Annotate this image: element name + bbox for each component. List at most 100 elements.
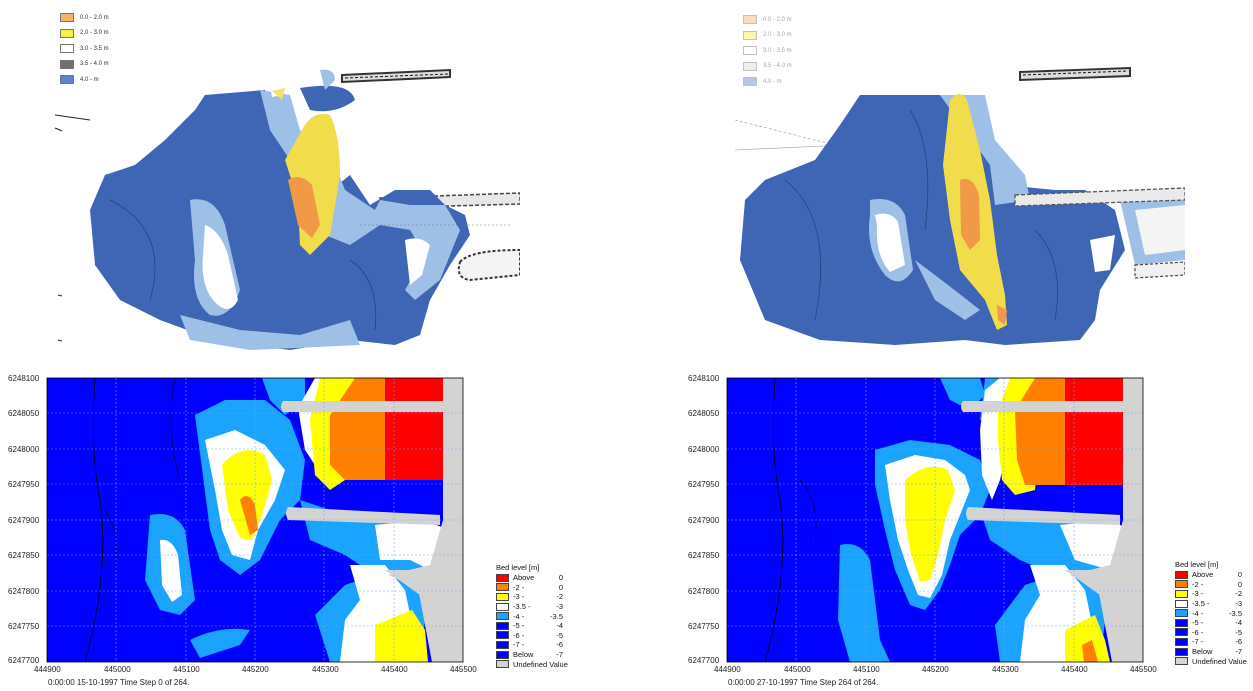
legend-swatch bbox=[60, 59, 74, 69]
legend-row-undefined: Undefined Value bbox=[496, 659, 568, 669]
legend-range-low: Below bbox=[513, 650, 534, 660]
legend-range-low: -4 - bbox=[1192, 608, 1204, 618]
time-step-caption: 0:00:00 27-10-1997 Time Step 264 of 264. bbox=[728, 678, 879, 687]
legend-swatch bbox=[496, 621, 509, 630]
legend-swatch bbox=[496, 650, 509, 659]
y-tick-label: 6248050 bbox=[688, 409, 720, 418]
y-tick-label: 6248000 bbox=[8, 445, 40, 454]
y-tick-label: 6248100 bbox=[8, 374, 40, 383]
legend-swatch bbox=[496, 660, 509, 669]
legend-row: -4 - -3.5 bbox=[496, 611, 568, 621]
legend-range-high: -3.5 bbox=[1229, 608, 1242, 618]
y-tick-label: 6247700 bbox=[8, 656, 40, 665]
legend-range-high: -6 bbox=[1235, 637, 1242, 647]
survey-map-1997-10-27: 0.0 - 2.0 m 2.0 - 3.0 m 3.0 - 3.5 m 3.5 … bbox=[735, 0, 1185, 355]
y-tick-label: 6247850 bbox=[688, 551, 720, 560]
legend-swatch bbox=[743, 30, 757, 40]
legend-title: Bed level [m] bbox=[1175, 560, 1219, 569]
legend-row: -3.5 - -3 bbox=[1175, 599, 1247, 609]
bed-level-legend: Bed level [m] Above 0 -2 - 0 -3 - -2 -3.5 -… bbox=[1175, 560, 1247, 666]
x-tick-label: 445100 bbox=[853, 665, 880, 674]
y-tick-label: 6247700 bbox=[688, 656, 720, 665]
legend-range-high: -3 bbox=[1235, 599, 1242, 609]
survey-legend-row: 0.0 - 2.0 m bbox=[743, 12, 792, 28]
survey-depth-legend: 0.0 - 2.0 m 2.0 - 3.0 m 3.0 - 3.5 m 3.5 … bbox=[60, 10, 109, 88]
legend-row: -7 - -6 bbox=[1175, 637, 1247, 647]
x-tick-label: 445200 bbox=[242, 665, 269, 674]
bed-level-plot-step-0: 6248100 6248050 6248000 6247950 6247900 … bbox=[0, 370, 568, 691]
legend-swatch bbox=[1175, 599, 1188, 608]
legend-range-high: -7 bbox=[556, 650, 563, 660]
x-tick-label: 445200 bbox=[922, 665, 949, 674]
survey-legend-label: 0.0 - 2.0 m bbox=[763, 16, 792, 23]
legend-swatch bbox=[1175, 637, 1188, 646]
legend-range-low: -3.5 - bbox=[1192, 599, 1210, 609]
legend-range-high: 0 bbox=[558, 582, 563, 592]
legend-swatch bbox=[60, 13, 74, 23]
legend-row: -5 - -4 bbox=[496, 621, 568, 631]
legend-row: Below -7 bbox=[496, 650, 568, 660]
y-tick-label: 6248050 bbox=[8, 409, 40, 418]
legend-swatch bbox=[496, 631, 509, 640]
y-tick-label: 6247800 bbox=[8, 587, 40, 596]
legend-range-high: -3.5 bbox=[550, 611, 563, 621]
survey-map-drawing bbox=[54, 68, 520, 350]
y-tick-label: 6248100 bbox=[688, 374, 720, 383]
survey-legend-row: 4.0 - m bbox=[60, 72, 109, 88]
legend-row: -6 - -5 bbox=[496, 631, 568, 641]
legend-range-high: -7 bbox=[1235, 647, 1242, 657]
legend-range-low: -6 - bbox=[513, 630, 525, 640]
legend-swatch bbox=[60, 28, 74, 38]
legend-title: Bed level [m] bbox=[496, 563, 540, 572]
bed-level-map bbox=[726, 377, 1144, 663]
legend-row: -7 - -6 bbox=[496, 640, 568, 650]
legend-swatch bbox=[1175, 589, 1188, 598]
legend-range-high: -2 bbox=[1235, 589, 1242, 599]
y-tick-label: 6247800 bbox=[688, 587, 720, 596]
legend-row: -2 - 0 bbox=[496, 583, 568, 593]
legend-range-high: 0 bbox=[558, 573, 563, 583]
legend-range-low: -6 - bbox=[1192, 627, 1204, 637]
legend-swatch bbox=[1175, 647, 1188, 656]
legend-range-high: -3 bbox=[556, 602, 563, 612]
legend-range-low: -4 - bbox=[513, 611, 525, 621]
y-tick-label: 6247950 bbox=[8, 480, 40, 489]
legend-swatch bbox=[60, 44, 74, 54]
legend-undefined-label: Undefined Value bbox=[1192, 656, 1247, 666]
y-tick-label: 6247900 bbox=[8, 516, 40, 525]
legend-range-low: Below bbox=[1192, 647, 1213, 657]
legend-range-high: -5 bbox=[556, 630, 563, 640]
x-tick-label: 444900 bbox=[714, 665, 741, 674]
legend-range-low: -3 - bbox=[513, 592, 525, 602]
survey-legend-row: 3.5 - 4.0 m bbox=[60, 57, 109, 73]
legend-row: -6 - -5 bbox=[1175, 628, 1247, 638]
legend-row: -5 - -4 bbox=[1175, 618, 1247, 628]
legend-swatch bbox=[743, 77, 757, 87]
survey-legend-row: 2.0 - 3.0 m bbox=[743, 28, 792, 44]
survey-depth-legend: 0.0 - 2.0 m 2.0 - 3.0 m 3.0 - 3.5 m 3.5 … bbox=[743, 12, 792, 90]
legend-swatch bbox=[743, 15, 757, 25]
legend-row: Above 0 bbox=[496, 573, 568, 583]
legend-swatch bbox=[1175, 657, 1188, 666]
legend-range-low: -5 - bbox=[1192, 618, 1204, 628]
x-tick-label: 445300 bbox=[992, 665, 1019, 674]
x-tick-label: 445500 bbox=[1130, 665, 1157, 674]
survey-map-1997-10-15: 0.0 - 2.0 m 2.0 - 3.0 m 3.0 - 3.5 m 3.5 … bbox=[50, 0, 520, 355]
legend-range-high: -4 bbox=[556, 621, 563, 631]
legend-range-high: 0 bbox=[1237, 570, 1242, 580]
legend-range-low: -2 - bbox=[1192, 579, 1204, 589]
legend-row: -3 - -2 bbox=[1175, 589, 1247, 599]
x-tick-label: 444900 bbox=[34, 665, 61, 674]
x-tick-label: 445000 bbox=[784, 665, 811, 674]
survey-legend-row: 0.0 - 2.0 m bbox=[60, 10, 109, 26]
legend-range-low: -5 - bbox=[513, 621, 525, 631]
bed-level-legend: Bed level [m] Above 0 -2 - 0 -3 - -2 -3.5 -… bbox=[496, 563, 568, 669]
time-step-caption: 0:00:00 15-10-1997 Time Step 0 of 264. bbox=[48, 678, 190, 687]
legend-range-low: -3.5 - bbox=[513, 602, 531, 612]
legend-swatch bbox=[1175, 609, 1188, 618]
survey-legend-label: 2.0 - 3.0 m bbox=[763, 32, 792, 39]
legend-range-high: -6 bbox=[556, 640, 563, 650]
survey-legend-label: 2.0 - 3.0 m bbox=[80, 30, 109, 37]
legend-swatch bbox=[743, 61, 757, 71]
survey-legend-row: 2.0 - 3.0 m bbox=[60, 26, 109, 42]
